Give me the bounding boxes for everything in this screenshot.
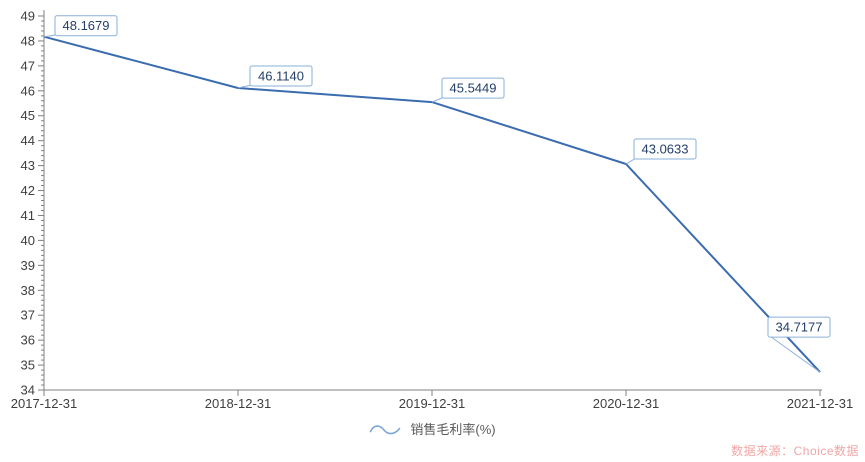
- label-callout-line: [237, 84, 253, 89]
- label-callout-line: [769, 335, 821, 373]
- y-tick-label: 41: [21, 208, 35, 223]
- y-tick-label: 35: [21, 358, 35, 373]
- data-label-value: 48.1679: [63, 18, 110, 33]
- data-label-value: 43.0633: [642, 142, 689, 157]
- series-line: [43, 35, 821, 373]
- data-label-box: [633, 138, 697, 160]
- x-tick-label: 2017-12-31: [11, 396, 78, 411]
- x-tick-label: 2021-12-31: [787, 396, 854, 411]
- data-label-box: [249, 65, 313, 87]
- y-tick-label: 42: [21, 183, 35, 198]
- y-tick-label: 47: [21, 58, 35, 73]
- y-tick-label: 38: [21, 283, 35, 298]
- y-tick-label: 44: [21, 133, 35, 148]
- x-tick-label: 2018-12-31: [205, 396, 272, 411]
- y-tick-label: 34: [21, 383, 35, 398]
- y-tick-label: 40: [21, 233, 35, 248]
- chart-legend[interactable]: 销售毛利率(%): [0, 419, 865, 441]
- legend-label: 销售毛利率(%): [410, 422, 496, 437]
- data-source-watermark: 数据来源：Choice数据: [731, 444, 859, 458]
- y-tick-label: 46: [21, 83, 35, 98]
- data-label-value: 34.7177: [776, 320, 823, 335]
- data-label-box: [441, 77, 505, 99]
- data-label-value: 45.5449: [450, 81, 497, 96]
- y-tick-label: 49: [21, 9, 35, 24]
- label-callout-line: [431, 96, 445, 103]
- y-tick-label: 36: [21, 333, 35, 348]
- legend-wave-icon: [370, 425, 401, 435]
- data-label-box: [54, 15, 118, 37]
- y-tick-label: 43: [21, 158, 35, 173]
- y-tick-label: 39: [21, 258, 35, 273]
- data-label-value: 46.1140: [258, 68, 304, 83]
- y-tick-label: 37: [21, 308, 35, 323]
- chart-canvas: 34 35 36 37 38 39 40 41 42 43 44 45 46 47 48 49 2017-12-…: [11, 9, 854, 412]
- y-tick-label: 45: [21, 108, 35, 123]
- x-tick-label: 2019-12-31: [399, 396, 466, 411]
- y-tick-label: 48: [21, 33, 35, 48]
- data-label-box: [767, 316, 831, 338]
- x-tick-label: 2020-12-31: [593, 396, 660, 411]
